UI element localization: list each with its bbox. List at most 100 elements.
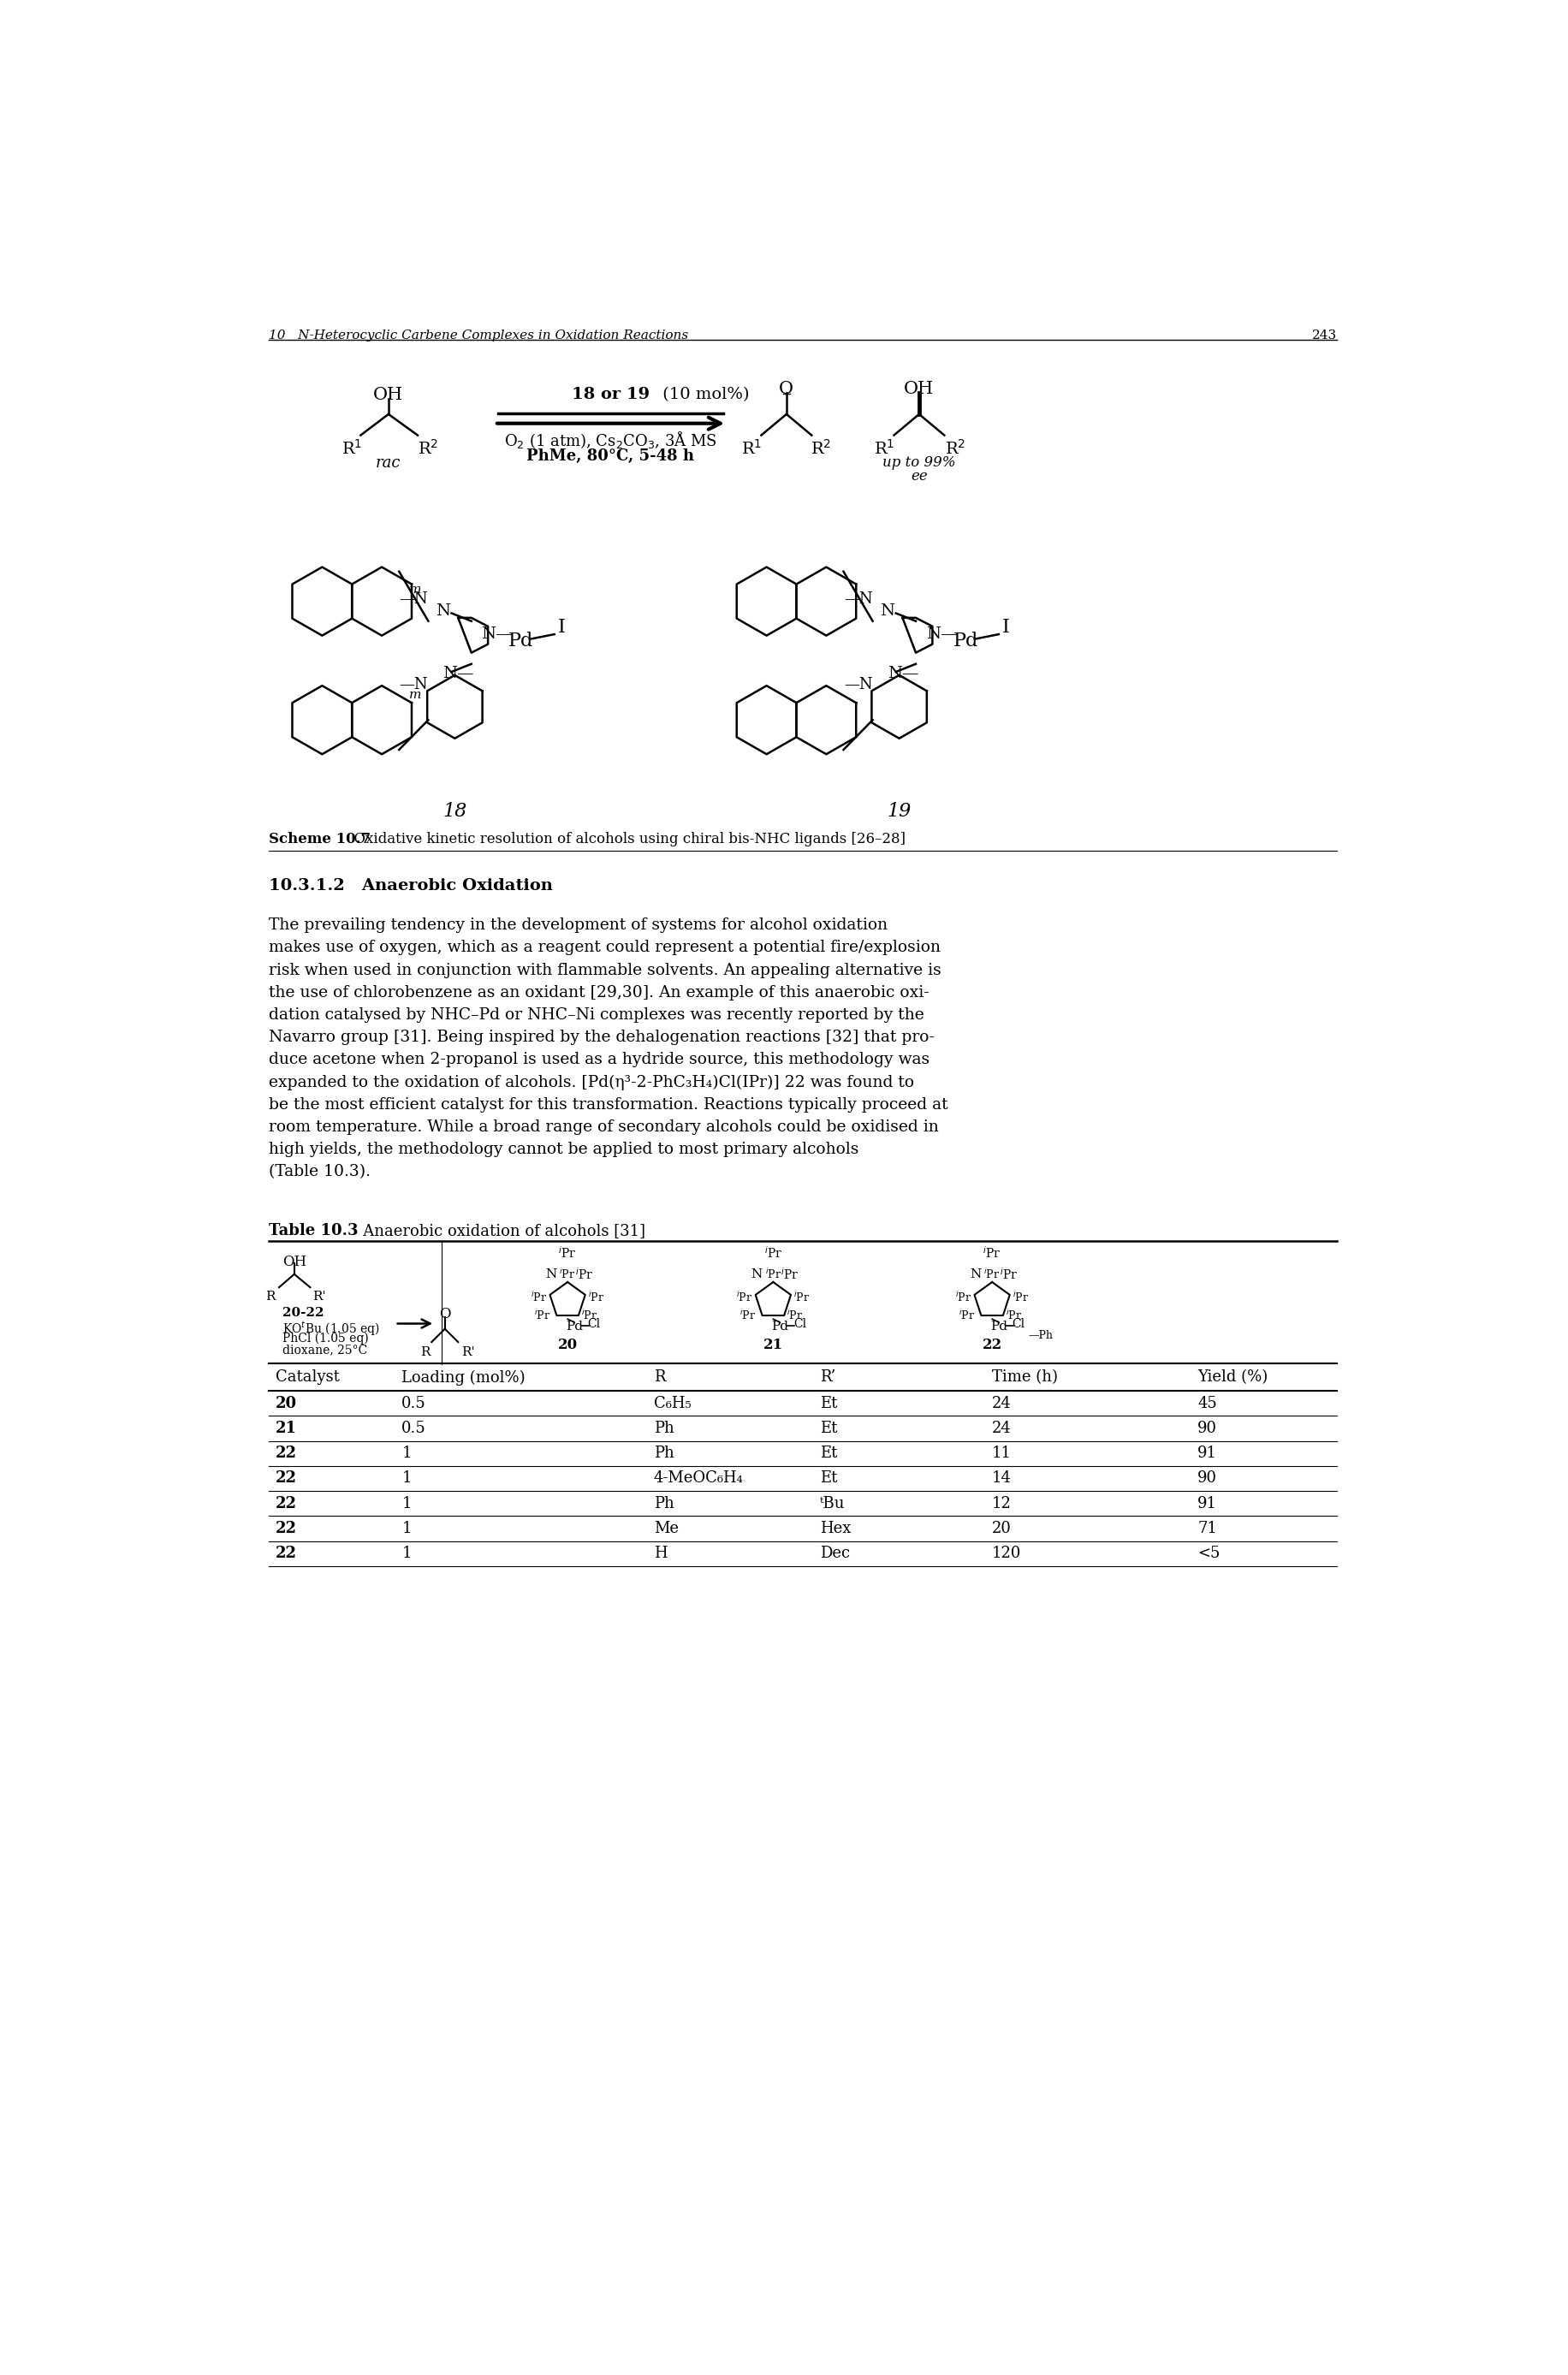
- Text: $^i$Pr: $^i$Pr: [530, 1290, 547, 1304]
- Text: Cl: Cl: [588, 1318, 601, 1330]
- Text: 24: 24: [991, 1396, 1011, 1411]
- Text: R$^2$: R$^2$: [811, 439, 831, 458]
- Text: Pd: Pd: [566, 1321, 582, 1332]
- Text: $^i$Pr: $^i$Pr: [793, 1290, 809, 1304]
- Text: 10.3.1.2   Anaerobic Oxidation: 10.3.1.2 Anaerobic Oxidation: [270, 879, 554, 893]
- Text: $^i$Pr: $^i$Pr: [1011, 1290, 1029, 1304]
- Text: The prevailing tendency in the development of systems for alcohol oxidation: The prevailing tendency in the developme…: [270, 917, 887, 933]
- Text: 24: 24: [991, 1420, 1011, 1437]
- Text: expanded to the oxidation of alcohols. [Pd(η³-2-PhC₃H₄)Cl(IPr)] 22 was found to: expanded to the oxidation of alcohols. […: [270, 1074, 914, 1090]
- Text: 22: 22: [276, 1520, 296, 1537]
- Text: 90: 90: [1196, 1470, 1217, 1487]
- Text: H: H: [654, 1546, 666, 1560]
- Text: 22: 22: [982, 1337, 1002, 1354]
- Text: 45: 45: [1196, 1396, 1217, 1411]
- Text: 19: 19: [886, 803, 911, 822]
- Text: Yield (%): Yield (%): [1196, 1370, 1267, 1385]
- Text: the use of chlorobenzene as an oxidant [29,30]. An example of this anaerobic oxi: the use of chlorobenzene as an oxidant […: [270, 986, 930, 1000]
- Text: 21: 21: [276, 1420, 296, 1437]
- Text: PhMe, 80°C, 5-48 h: PhMe, 80°C, 5-48 h: [527, 449, 695, 463]
- Text: R’: R’: [818, 1370, 834, 1385]
- Text: Me: Me: [654, 1520, 679, 1537]
- Text: N: N: [969, 1268, 980, 1280]
- Text: PhCl (1.05 eq): PhCl (1.05 eq): [282, 1332, 368, 1344]
- Text: 1: 1: [401, 1546, 411, 1560]
- Text: 18: 18: [442, 803, 467, 822]
- Text: dation catalysed by NHC–Pd or NHC–Ni complexes was recently reported by the: dation catalysed by NHC–Pd or NHC–Ni com…: [270, 1007, 924, 1024]
- Text: m: m: [409, 689, 420, 701]
- Text: —N: —N: [844, 677, 872, 694]
- Text: dioxane, 25°C: dioxane, 25°C: [282, 1344, 367, 1356]
- Text: $^i$Pr: $^i$Pr: [740, 1309, 756, 1323]
- Text: O$_2$ (1 atm), Cs$_2$CO$_3$, 3Å MS: O$_2$ (1 atm), Cs$_2$CO$_3$, 3Å MS: [503, 430, 717, 451]
- Text: high yields, the methodology cannot be applied to most primary alcohols: high yields, the methodology cannot be a…: [270, 1142, 859, 1157]
- Text: be the most efficient catalyst for this transformation. Reactions typically proc: be the most efficient catalyst for this …: [270, 1097, 947, 1112]
- Text: 11: 11: [991, 1446, 1011, 1461]
- Text: Hex: Hex: [818, 1520, 850, 1537]
- Text: R$^2$: R$^2$: [944, 439, 964, 458]
- Text: Et: Et: [818, 1396, 837, 1411]
- Text: 4-MeOC₆H₄: 4-MeOC₆H₄: [654, 1470, 743, 1487]
- Text: 21: 21: [764, 1337, 782, 1354]
- Text: <5: <5: [1196, 1546, 1220, 1560]
- Text: 20: 20: [557, 1337, 577, 1354]
- Text: $^i$Pr: $^i$Pr: [955, 1290, 971, 1304]
- Text: Pd: Pd: [771, 1321, 789, 1332]
- Text: 12: 12: [991, 1496, 1011, 1511]
- Text: OH: OH: [282, 1254, 306, 1268]
- Text: R$^1$: R$^1$: [742, 439, 762, 458]
- Text: 1: 1: [401, 1470, 411, 1487]
- Text: 1: 1: [401, 1520, 411, 1537]
- Text: 1: 1: [401, 1446, 411, 1461]
- Text: N—: N—: [887, 665, 917, 682]
- Text: 18 or 19: 18 or 19: [571, 387, 649, 401]
- Text: duce acetone when 2-propanol is used as a hydride source, this methodology was: duce acetone when 2-propanol is used as …: [270, 1052, 930, 1066]
- Text: $^i$Pr: $^i$Pr: [999, 1266, 1018, 1282]
- Text: Et: Et: [818, 1420, 837, 1437]
- Text: 0.5: 0.5: [401, 1420, 426, 1437]
- Text: Anaerobic oxidation of alcohols [31]: Anaerobic oxidation of alcohols [31]: [348, 1223, 646, 1237]
- Text: —N: —N: [400, 591, 428, 608]
- Text: 20: 20: [991, 1520, 1011, 1537]
- Text: 22: 22: [276, 1470, 296, 1487]
- Text: $^i$Pr: $^i$Pr: [560, 1268, 575, 1280]
- Text: Pd: Pd: [952, 632, 977, 651]
- Text: OH: OH: [373, 387, 403, 404]
- Text: $^i$Pr: $^i$Pr: [764, 1245, 782, 1261]
- Text: —Ph: —Ph: [1029, 1330, 1052, 1342]
- Text: up to 99%: up to 99%: [883, 456, 955, 470]
- Text: Pd: Pd: [508, 632, 533, 651]
- Text: 10   N-Heterocyclic Carbene Complexes in Oxidation Reactions: 10 N-Heterocyclic Carbene Complexes in O…: [270, 330, 688, 342]
- Text: R: R: [265, 1290, 274, 1302]
- Text: $^i$Pr: $^i$Pr: [558, 1245, 577, 1261]
- Text: Cl: Cl: [1011, 1318, 1024, 1330]
- Text: Loading (mol%): Loading (mol%): [401, 1370, 525, 1385]
- Text: KO$^t$Bu (1.05 eq): KO$^t$Bu (1.05 eq): [282, 1321, 379, 1337]
- Text: rac: rac: [376, 456, 401, 470]
- Text: Table 10.3: Table 10.3: [270, 1223, 359, 1237]
- Text: Dec: Dec: [818, 1546, 850, 1560]
- Text: 120: 120: [991, 1546, 1021, 1560]
- Text: Cl: Cl: [793, 1318, 806, 1330]
- Text: 20-22: 20-22: [282, 1306, 323, 1318]
- Text: 22: 22: [276, 1546, 296, 1560]
- Text: 1: 1: [401, 1496, 411, 1511]
- Text: ee: ee: [909, 468, 927, 485]
- Text: 90: 90: [1196, 1420, 1217, 1437]
- Text: 243: 243: [1311, 330, 1336, 342]
- Text: $^i$Pr: $^i$Pr: [983, 1245, 1000, 1261]
- Text: $^i$Pr: $^i$Pr: [765, 1268, 781, 1280]
- Text: Pd: Pd: [989, 1321, 1007, 1332]
- Text: O: O: [439, 1306, 450, 1321]
- Text: N: N: [546, 1268, 557, 1280]
- Text: Navarro group [31]. Being inspired by the dehalogenation reactions [32] that pro: Navarro group [31]. Being inspired by th…: [270, 1031, 935, 1045]
- Text: $^i$Pr: $^i$Pr: [787, 1309, 803, 1323]
- Text: C₆H₅: C₆H₅: [654, 1396, 691, 1411]
- Text: makes use of oxygen, which as a reagent could represent a potential fire/explosi: makes use of oxygen, which as a reagent …: [270, 941, 941, 955]
- Text: Et: Et: [818, 1470, 837, 1487]
- Text: Scheme 10.7: Scheme 10.7: [270, 831, 370, 845]
- Text: risk when used in conjunction with flammable solvents. An appealing alternative : risk when used in conjunction with flamm…: [270, 962, 941, 978]
- Text: R$^1$: R$^1$: [873, 439, 894, 458]
- Text: O: O: [779, 380, 793, 397]
- Text: 22: 22: [276, 1446, 296, 1461]
